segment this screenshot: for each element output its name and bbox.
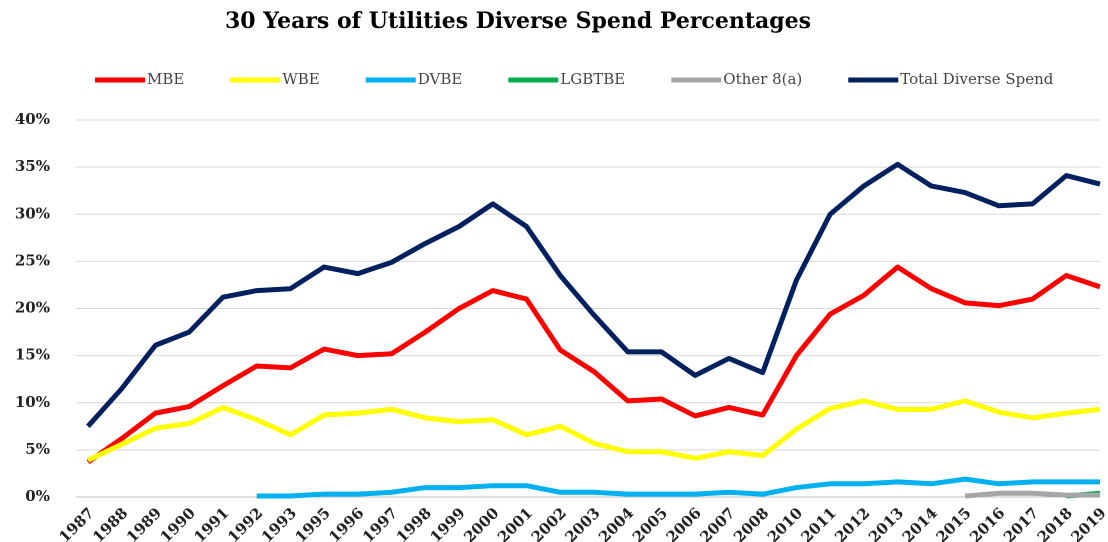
series-line [86,398,1101,463]
chart-title: 30 Years of Utilities Diverse Spend Perc… [225,8,811,34]
legend-label: WBE [282,70,319,88]
y-tick-label: 15% [15,346,50,364]
x-tick-label: 2019 [1067,504,1108,542]
legend-label: DVBE [418,70,463,88]
y-tick-label: 0% [25,487,50,505]
legend-label: Other 8(a) [723,70,802,88]
series-line [256,476,1100,499]
y-tick-label: 20% [15,299,50,317]
series-line [86,161,1101,428]
y-tick-label: 25% [15,251,50,269]
legend-label: LGBTBE [560,70,625,88]
y-tick-label: 30% [15,204,50,222]
legend-label: Total Diverse Spend [900,70,1054,88]
y-tick-label: 5% [25,440,50,458]
series-line [964,490,1100,499]
y-tick-label: 10% [15,393,50,411]
y-tick-label: 35% [15,157,50,175]
legend-label: MBE [147,70,184,88]
series-line [86,264,1101,465]
y-tick-label: 40% [15,110,50,128]
